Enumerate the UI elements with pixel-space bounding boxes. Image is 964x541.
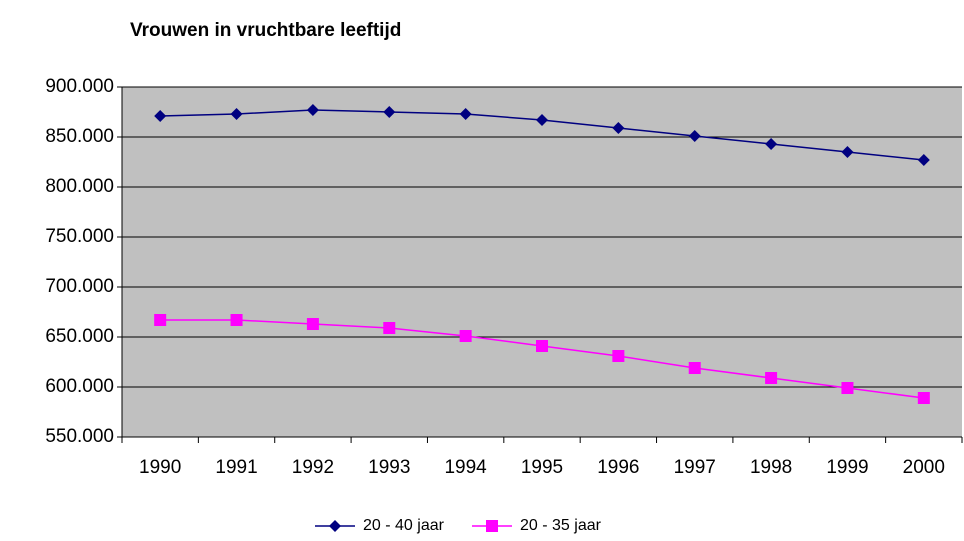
marker bbox=[841, 382, 854, 394]
marker bbox=[306, 104, 319, 116]
marker bbox=[383, 106, 396, 118]
marker bbox=[612, 122, 625, 134]
plot-area bbox=[122, 87, 962, 437]
x-tick-label: 2000 bbox=[903, 457, 945, 478]
marker bbox=[536, 340, 548, 352]
marker bbox=[917, 154, 930, 166]
marker bbox=[154, 314, 167, 326]
marker bbox=[230, 108, 243, 120]
marker bbox=[230, 314, 243, 326]
legend-label: 20 - 40 jaar bbox=[363, 517, 445, 534]
x-tick-label: 1992 bbox=[292, 457, 334, 478]
marker bbox=[306, 318, 319, 330]
marker bbox=[917, 392, 930, 404]
marker bbox=[841, 146, 854, 158]
x-tick-label: 1995 bbox=[521, 457, 563, 478]
marker bbox=[765, 138, 778, 150]
x-tick-label: 1999 bbox=[826, 457, 868, 478]
legend-label: 20 - 35 jaar bbox=[520, 517, 602, 534]
y-tick-label: 550.000 bbox=[45, 426, 114, 447]
marker bbox=[154, 110, 167, 122]
marker bbox=[459, 108, 472, 120]
marker bbox=[688, 362, 701, 374]
x-tick-label: 1996 bbox=[597, 457, 639, 478]
x-tick-label: 1990 bbox=[139, 457, 181, 478]
marker bbox=[459, 330, 472, 342]
x-tick-label: 1994 bbox=[444, 457, 487, 478]
y-tick-label: 850.000 bbox=[45, 126, 114, 147]
y-tick-label: 750.000 bbox=[45, 226, 114, 247]
marker bbox=[612, 350, 625, 362]
x-tick-label: 1993 bbox=[368, 457, 410, 478]
legend-marker bbox=[329, 520, 341, 532]
y-tick-label: 900.000 bbox=[45, 76, 114, 97]
y-tick-label: 650.000 bbox=[45, 326, 114, 347]
y-tick-label: 700.000 bbox=[45, 276, 114, 297]
marker bbox=[688, 130, 701, 142]
marker bbox=[536, 114, 548, 126]
x-tick-label: 1998 bbox=[750, 457, 792, 478]
marker bbox=[765, 372, 778, 384]
marker bbox=[383, 322, 396, 334]
y-tick-label: 800.000 bbox=[45, 176, 114, 197]
x-tick-label: 1991 bbox=[215, 457, 257, 478]
legend-marker bbox=[486, 520, 498, 532]
x-tick-label: 1997 bbox=[674, 457, 716, 478]
y-tick-label: 600.000 bbox=[45, 376, 114, 397]
chart-title: Vrouwen in vruchtbare leeftijd bbox=[130, 20, 401, 41]
